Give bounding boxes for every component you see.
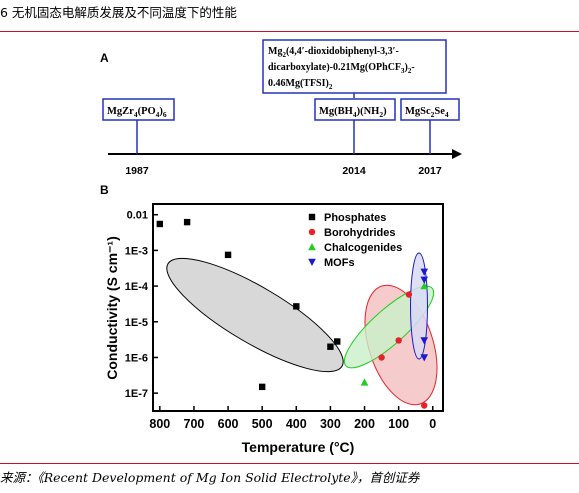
box-mg2-complex (262, 39, 447, 94)
y-tick-label: 1E-6 (125, 352, 148, 364)
data-point-chalcogenides (420, 282, 429, 290)
data-point-phosphates (258, 383, 266, 391)
legend-label-mofs: MOFs (324, 257, 355, 269)
chart-ticks: 800 700 600 500 400 300 200 100 0 0.01 1E-3 1E-4 1E-… (125, 210, 437, 431)
y-tick-label: 1E-5 (125, 317, 148, 329)
chart-points (156, 218, 429, 409)
source-note: 来源：《Recent Development of Mg Ion Solid E… (0, 470, 420, 485)
box-mgbh4nh2-text: Mg(BH4)(NH2) (319, 106, 387, 119)
timeline-tick-2014: 2014 (342, 165, 366, 177)
legend-marker-chalcogenides (308, 243, 316, 251)
data-point-chalcogenides (360, 378, 369, 386)
box-mgbh4nh2 (314, 98, 396, 121)
data-point-borohydrides (378, 354, 385, 361)
y-tick-label: 1E-3 (125, 245, 148, 257)
y-tick-label: 1E-4 (125, 281, 149, 293)
data-point-borohydrides (395, 337, 402, 344)
data-point-mofs (420, 354, 429, 362)
y-tick-label: 0.01 (127, 210, 148, 222)
timeline: 1987 2014 2017 MgZr4(PO4)6 Mg(BH4)(NH2) … (102, 39, 462, 177)
box-mgzr4po46-text: MgZr4(PO4)6 (107, 106, 167, 119)
data-point-borohydrides (421, 402, 428, 409)
box-mgsc2se4-text: MgSc2Se4 (405, 106, 449, 119)
box-mg2-complex-line2: dicarboxylate)-0.21Mg(OPhCF3)2- (268, 62, 415, 75)
legend-label-chalcogenides: Chalcogenides (324, 242, 402, 254)
timeline-tick-1987: 1987 (125, 165, 149, 177)
legend-marker-borohydrides (308, 228, 316, 236)
x-tick-label: 0 (429, 417, 436, 431)
legend-marker-mofs (308, 258, 316, 266)
x-tick-label: 800 (149, 417, 170, 431)
data-point-mofs (420, 337, 429, 345)
header-rule (0, 31, 579, 32)
figure: A 1987 2014 2017 MgZr4(PO4)6 Mg(BH4)(NH2… (100, 39, 462, 455)
data-point-phosphates (183, 218, 191, 226)
y-axis-label: Conductivity (S cm⁻¹) (104, 236, 120, 380)
ellipse-phosphates (166, 257, 344, 373)
x-tick-label: 400 (286, 417, 307, 431)
data-point-phosphates (293, 303, 300, 310)
box-mgsc2se4 (400, 98, 460, 121)
data-point-phosphates (224, 251, 232, 259)
x-tick-label: 200 (354, 417, 375, 431)
page-title: 6 无机固态电解质发展及不同温度下的性能 (0, 5, 237, 20)
x-tick-label: 500 (252, 417, 273, 431)
x-tick-label: 300 (320, 417, 341, 431)
x-tick-label: 100 (388, 417, 409, 431)
panel-a-label: A (100, 51, 109, 65)
y-tick-label: 1E-7 (125, 388, 148, 400)
legend-label-phosphates: Phosphates (324, 212, 386, 224)
x-axis-label: Temperature (°C) (242, 439, 355, 455)
box-mg2-complex-line3: 0.46Mg(TFSI)2 (268, 78, 333, 91)
box-mg2-complex-line1: Mg2(4,4′-dioxidobiphenyl-3,3′- (268, 46, 399, 59)
timeline-arrowhead (452, 149, 462, 159)
data-point-phosphates (334, 338, 341, 345)
footer-rule (0, 463, 579, 464)
data-point-mofs (420, 268, 429, 276)
legend-marker-phosphates (308, 213, 316, 221)
data-point-phosphates (156, 220, 164, 228)
data-point-mofs (420, 276, 429, 284)
panel-b-label: B (100, 183, 109, 197)
timeline-tick-2017: 2017 (418, 165, 442, 177)
chart-ellipses (166, 252, 438, 406)
box-mgzr4po46 (102, 98, 175, 121)
data-point-phosphates (327, 343, 334, 350)
legend-label-borohydrides: Borohydrides (324, 227, 396, 239)
x-tick-label: 600 (218, 417, 239, 431)
plot-frame (152, 203, 444, 412)
chart-legend: Phosphates Borohydrides Chalcogenides MOFs (308, 212, 402, 269)
x-tick-label: 700 (184, 417, 205, 431)
data-point-borohydrides (405, 291, 413, 298)
